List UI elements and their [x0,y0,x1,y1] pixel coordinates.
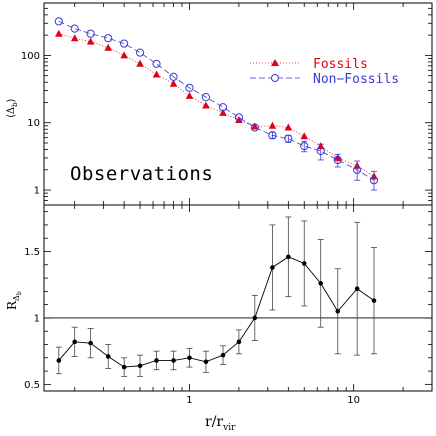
bottom-y-axis-label: RΔb [5,291,23,310]
bottom-panel-marks [55,216,377,377]
ratio-point [137,363,143,369]
legend-nonfossils-marker [271,74,279,82]
fossils-point [136,59,144,67]
fossils-point [370,172,378,180]
fossils-point [185,91,194,99]
bottom-y-axis-label-main: R [5,300,19,310]
non-fossils-point [300,141,309,151]
fossils-point [251,122,259,130]
legend: Fossils Non−Fossils [250,57,399,87]
non-fossils-point [135,48,145,57]
fossils-point [268,121,277,129]
bottom-y-axis-label-sub: Δ [12,295,21,301]
bottom-y-axis-label-subsub: b [16,291,23,295]
non-fossils-line [58,21,375,181]
ratio-point [154,358,159,363]
fossils-point [284,123,293,131]
fossils-point [300,132,309,140]
bottom-panel-frame [43,204,433,392]
x-tick-label: 1 [186,395,192,406]
ratio-point [121,364,127,370]
top-y-axis-label: ⟨Δb⟩ [6,98,19,118]
top-y-tick-label: 100 [21,51,40,62]
fossils-point [316,142,325,150]
non-fossils-point [201,93,211,102]
top-panel-marks [54,17,379,191]
legend-nonfossils-label: Non−Fossils [313,72,399,87]
ratio-point [56,358,62,363]
ratio-point [301,261,307,266]
observations-annotation: Observations [70,163,213,185]
ratio-point [236,339,242,345]
ratio-point [72,339,78,345]
non-fossils-point [70,24,79,33]
ratio-point [354,286,360,292]
legend-fossils-marker [271,59,279,66]
ratio-line [58,256,375,368]
non-fossils-point [234,113,244,122]
bottom-y-tick-label: 0.5 [24,380,40,391]
non-fossils-point [333,155,342,165]
ratio-point [220,352,226,358]
non-fossils-point [316,146,325,156]
fossils-point [120,51,128,59]
non-fossils-point [284,134,293,143]
non-fossils-point [250,123,259,132]
legend-fossils-label: Fossils [313,57,368,72]
bottom-y-tick-label: 1 [34,313,40,324]
x-axis-label-sub: vir [222,423,236,433]
top-panel-ticks: 1 10 100 [21,2,433,206]
x-axis-label-main: r/r [205,414,223,430]
non-fossils-point [104,34,113,43]
fossils-point [333,153,342,161]
top-y-tick-label: 1 [34,186,40,197]
fossils-point [169,79,178,87]
fossils-point [152,70,161,78]
non-fossils-point [120,39,129,48]
top-y-axis-label-sub: b [11,102,19,107]
ratio-point [203,359,209,365]
fossils-point [235,115,243,123]
non-fossils-point [268,131,277,140]
bottom-panel-ticks: 0.5 1 1.5 1 10 [24,205,433,406]
ratio-point [171,358,176,363]
non-fossils-point [218,103,228,112]
fossils-point [55,29,63,37]
ratio-point [318,281,324,286]
non-fossils-point [54,17,63,26]
ratio-point [335,308,341,314]
ratio-point [187,355,192,361]
ratio-point [286,254,291,260]
ratio-point [270,265,275,270]
top-y-tick-label: 10 [27,118,40,129]
fossils-line [58,33,375,177]
x-axis-label: r/rvir [205,414,236,433]
x-tick-label: 10 [347,395,360,406]
bottom-y-tick-label: 1.5 [24,247,40,258]
ratio-point [105,354,111,359]
fossils-point [70,34,79,42]
non-fossils-point [369,176,379,185]
fossils-point [219,108,227,116]
non-fossils-point [353,165,362,174]
fossils-point [86,37,95,45]
non-fossils-point [86,29,95,38]
ratio-point [371,298,377,303]
ratio-point [252,315,258,321]
top-y-axis-label-main: ⟨Δ [6,107,17,118]
non-fossils-point [185,83,194,92]
fossils-point [202,101,210,109]
ratio-point [88,340,93,346]
non-fossils-point [152,59,161,68]
non-fossils-point [169,72,178,81]
fossils-point [104,43,113,51]
top-y-axis-label-close: ⟩ [6,98,17,102]
